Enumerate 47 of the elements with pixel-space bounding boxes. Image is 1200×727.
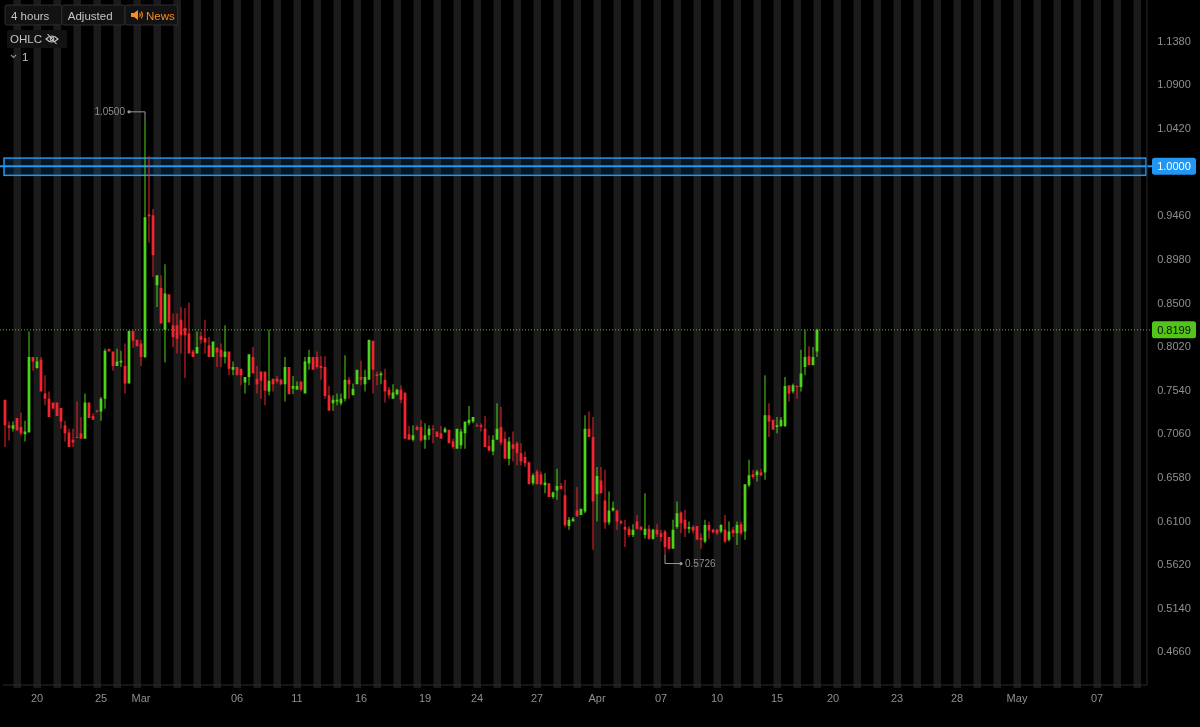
x-tick-label: 20 <box>826 692 840 704</box>
x-tick-label: 24 <box>470 692 484 704</box>
y-tick-label: 0.8500 <box>1157 296 1191 309</box>
y-tick-label: 0.7060 <box>1157 427 1191 440</box>
x-tick-label: May <box>1006 692 1028 704</box>
annotation: 0.5726 <box>685 558 717 570</box>
x-tick-label: 20 <box>30 692 44 704</box>
y-tick-label: 0.7540 <box>1157 383 1191 396</box>
x-tick-label: 19 <box>418 692 432 704</box>
candlestick <box>75 401 79 438</box>
x-tick-label: 10 <box>710 692 724 704</box>
x-tick-label: 28 <box>950 692 964 704</box>
ref-line-label: 0.8199 <box>1157 323 1191 336</box>
annotation: 4 hours <box>11 9 50 22</box>
annotation: News <box>146 9 176 22</box>
x-tick-label: Apr <box>588 692 606 704</box>
y-tick-label: 0.5620 <box>1157 558 1191 571</box>
x-tick-label: 27 <box>530 692 544 704</box>
y-tick-label: 0.8020 <box>1157 340 1191 353</box>
annotation: OHLC <box>10 33 42 45</box>
y-tick-label: 1.1380 <box>1157 34 1191 47</box>
candlestick <box>147 156 151 243</box>
x-tick-label: Mar <box>131 692 151 704</box>
candlestick <box>319 356 323 380</box>
x-tick-label: 11 <box>291 692 303 704</box>
candlestick <box>699 533 703 549</box>
x-tick-label: 07 <box>1090 692 1104 704</box>
candlestick <box>431 425 435 444</box>
x-tick-label: 16 <box>354 692 368 704</box>
candlestick <box>795 385 799 399</box>
x-tick-label: 06 <box>230 692 244 704</box>
x-tick-label: 07 <box>654 692 668 704</box>
x-tick-label: 23 <box>890 692 904 704</box>
ref-line-label: 1.0000 <box>1157 160 1191 173</box>
y-tick-label: 0.9460 <box>1157 209 1191 222</box>
x-tick-label: 25 <box>94 692 108 704</box>
y-tick-label: 0.6100 <box>1157 514 1191 527</box>
y-tick-label: 0.4660 <box>1157 645 1191 658</box>
y-tick-label: 0.6580 <box>1157 470 1191 483</box>
y-tick-label: 0.5140 <box>1157 601 1191 614</box>
annotation: 1.0500 <box>94 106 126 118</box>
annotation: Adjusted <box>67 9 113 22</box>
y-tick-label: 1.0900 <box>1157 78 1191 91</box>
annotation: 1 <box>22 51 29 63</box>
x-tick-label: 15 <box>770 692 784 704</box>
y-tick-label: 1.0420 <box>1157 122 1191 135</box>
y-tick-label: 0.8980 <box>1157 252 1191 265</box>
